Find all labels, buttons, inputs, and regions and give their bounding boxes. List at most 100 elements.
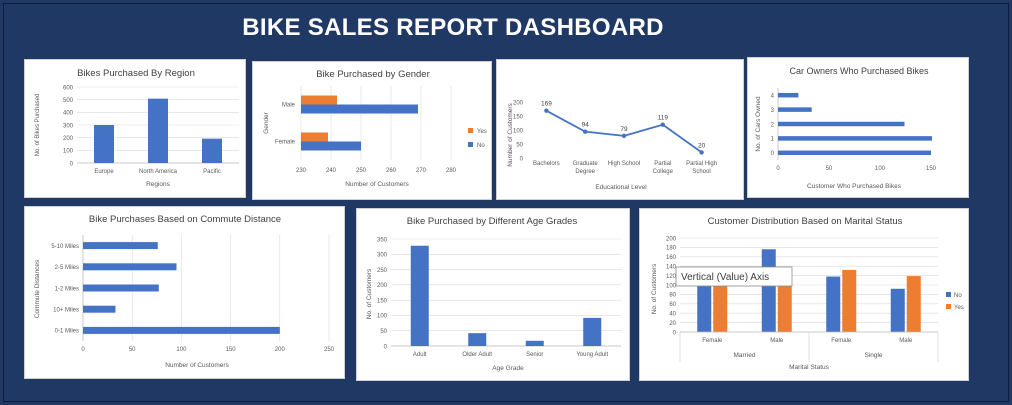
- y-tick-label: 0: [70, 161, 74, 167]
- dashboard-title: BIKE SALES REPORT DASHBOARD: [242, 14, 664, 41]
- y-tick-label: 100: [666, 283, 677, 289]
- y-tick-label: 0: [673, 330, 677, 336]
- bar: [148, 98, 168, 163]
- x-tick-label: 280: [446, 168, 457, 174]
- bar-yes: [906, 276, 921, 332]
- age-chart-panel[interactable]: Bike Purchased by Different Age Grades 0 5…: [356, 208, 630, 381]
- y-tick-label: 200: [666, 236, 677, 242]
- gender-chart: Bike Purchased by Gender 230 240 250 260 270 2…: [263, 69, 487, 188]
- x-tick-label: 0: [776, 166, 780, 172]
- region-chart-panel[interactable]: Bikes Purchased By Region 0 100 200 300 400 50…: [24, 59, 246, 198]
- y-tick-label: 150: [513, 114, 524, 120]
- bar-yes: [777, 280, 792, 332]
- y-tick-label: 0-1 Miles: [55, 329, 79, 335]
- x-tick-label: Adult: [413, 352, 427, 358]
- bar: [778, 92, 799, 98]
- bar: [202, 138, 222, 163]
- chart-title: Bike Purchases Based on Commute Distance: [89, 214, 281, 225]
- x-tick-label: Degree: [575, 169, 595, 175]
- x-tick-label: 230: [296, 168, 307, 174]
- y-tick-label: 500: [63, 98, 74, 104]
- y-tick-label: 0: [771, 151, 775, 157]
- data-point: [699, 150, 704, 155]
- y-tick-label: 100: [513, 128, 524, 134]
- legend-swatch: [468, 128, 473, 133]
- bar-yes: [842, 269, 857, 332]
- y-tick-label: 60: [669, 302, 676, 308]
- x-tick-label: Older Adult: [462, 352, 492, 358]
- x-axis-title: Number of Customers: [165, 362, 229, 369]
- x-tick-label: Male: [899, 338, 913, 344]
- bar-yes: [301, 95, 337, 105]
- y-tick-label: 120: [666, 274, 677, 280]
- legend-label: No: [954, 293, 962, 299]
- cars-chart-panel[interactable]: Car Owners Who Purchased Bikes 0 50 100 150 2…: [747, 57, 969, 198]
- x-tick-label: High School: [608, 161, 640, 167]
- gender-chart-panel[interactable]: Bike Purchased by Gender 230 240 250 260 270 2…: [252, 61, 492, 200]
- bar: [468, 333, 487, 346]
- y-tick-label: 100: [63, 149, 74, 155]
- x-tick-label: Graduate: [573, 161, 599, 167]
- data-label: 169: [541, 101, 552, 108]
- data-point: [544, 108, 549, 113]
- legend-label: Yes: [477, 129, 487, 135]
- axis-tooltip: Vertical (Value) Axis: [675, 266, 793, 287]
- x-tick-label: Pacific: [203, 169, 221, 175]
- chart-title: Customer Distribution Based on Marital S…: [708, 216, 903, 227]
- tooltip-text: Vertical (Value) Axis: [681, 272, 769, 283]
- x-tick-label: Bachelors: [533, 161, 560, 167]
- legend-swatch: [468, 142, 473, 147]
- x-axis-title: Age Grade: [492, 365, 524, 372]
- bar: [83, 242, 158, 250]
- x-tick-label: 240: [326, 168, 337, 174]
- y-tick-label: 2-5 Miles: [55, 265, 79, 271]
- marital-chart: Customer Distribution Based on Marital S…: [651, 216, 964, 371]
- bar-yes: [713, 277, 728, 332]
- y-tick-label: 250: [377, 268, 388, 274]
- y-tick-label: 40: [669, 312, 676, 318]
- x-axis-title: Customer Who Purchased Bikes: [807, 183, 902, 190]
- education-chart: 0 50 100 150 200 169 Bachelors 94 Graduate Degree…: [507, 100, 717, 191]
- group-label: Married: [733, 352, 755, 359]
- data-point: [583, 129, 588, 134]
- chart-title: Bikes Purchased By Region: [77, 68, 195, 79]
- y-tick-label: 300: [377, 253, 388, 259]
- education-chart-panel[interactable]: 0 50 100 150 200 169 Bachelors 94 Graduate Degree…: [496, 59, 744, 200]
- legend-label: No: [477, 143, 485, 149]
- y-tick-label: 180: [666, 246, 677, 252]
- x-tick-label: School: [692, 169, 710, 175]
- commute-chart-panel[interactable]: Bike Purchases Based on Commute Distance…: [24, 206, 345, 379]
- y-tick-label: 5-10 Miles: [51, 244, 79, 250]
- y-tick-label: 0: [520, 156, 524, 162]
- y-tick-label: 3: [771, 108, 775, 114]
- x-tick-label: 0: [81, 347, 85, 353]
- x-tick-label: 50: [129, 347, 136, 353]
- x-tick-label: 50: [826, 166, 833, 172]
- data-label: 94: [582, 122, 590, 129]
- bar: [525, 340, 544, 346]
- chart-title: Bike Purchased by Different Age Grades: [407, 216, 578, 227]
- bar-no: [761, 249, 776, 332]
- marital-chart-panel[interactable]: Customer Distribution Based on Marital S…: [639, 208, 969, 381]
- y-axis-title: No. of Customers: [366, 268, 373, 319]
- x-tick-label: Partial High: [686, 161, 717, 167]
- y-tick-label: 200: [513, 100, 524, 106]
- y-tick-label: 50: [380, 329, 387, 335]
- bar-no: [697, 280, 712, 332]
- legend-label: Yes: [954, 305, 964, 311]
- y-tick-label: 0: [384, 344, 388, 350]
- x-tick-label: College: [653, 169, 674, 175]
- bar: [778, 121, 905, 127]
- age-chart: Bike Purchased by Different Age Grades 0 5…: [366, 216, 621, 372]
- x-axis-title: Educational Level: [595, 184, 647, 191]
- bar: [410, 245, 429, 346]
- tooltip-box: [675, 266, 793, 287]
- y-tick-label: 400: [63, 111, 74, 117]
- legend-swatch: [946, 304, 951, 309]
- y-tick-label: 1-2 Miles: [55, 286, 79, 292]
- cars-chart: Car Owners Who Purchased Bikes 0 50 100 150 2…: [755, 66, 937, 190]
- y-tick-label: 100: [377, 314, 388, 320]
- dashboard-frame: [3, 3, 1009, 402]
- y-tick-label: 140: [666, 265, 677, 271]
- data-label: 119: [658, 115, 669, 122]
